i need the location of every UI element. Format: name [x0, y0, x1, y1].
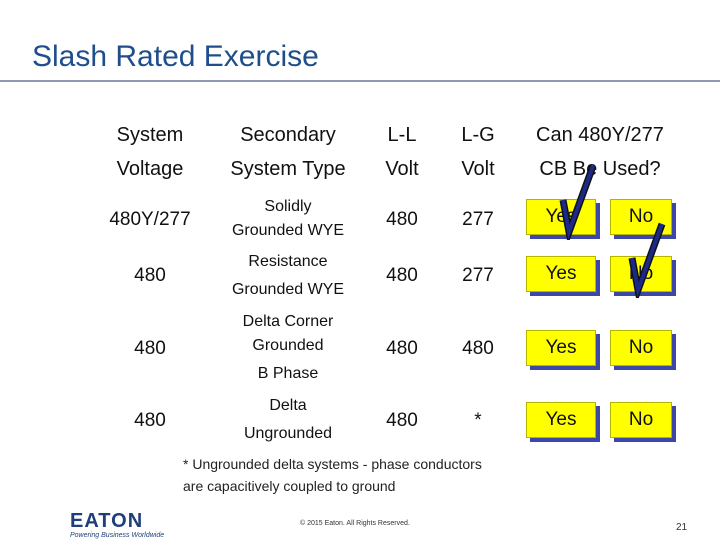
row1-ll: 480 — [386, 209, 418, 230]
checkmark-icon — [628, 222, 666, 298]
header-cb-used: CB Be Used? — [539, 158, 661, 180]
row3-yes-box[interactable]: Yes — [526, 330, 596, 366]
header-ll-volt: Volt — [385, 158, 419, 180]
page-number: 21 — [676, 522, 688, 533]
row3-type-line1: Delta Corner — [242, 313, 334, 330]
logo-tagline: Powering Business Worldwide — [70, 532, 165, 539]
row1-voltage: 480Y/277 — [109, 209, 191, 230]
row3-type-line3: B Phase — [257, 365, 319, 382]
row4-ll: 480 — [386, 410, 418, 431]
row2-type-line2: Grounded WYE — [231, 281, 345, 298]
header-system: System — [116, 124, 184, 146]
header-lg-volt: Volt — [461, 158, 495, 180]
row2-yes-box[interactable]: Yes — [526, 256, 596, 292]
row3-type-line2: Grounded — [252, 337, 324, 354]
checkmark-icon — [559, 164, 597, 240]
header-lg: L-G — [461, 124, 495, 146]
row1-no-box[interactable]: No — [610, 199, 672, 235]
footnote-line2: are capacitively coupled to ground — [183, 478, 396, 494]
row4-no-box[interactable]: No — [610, 402, 672, 438]
row4-yes-box[interactable]: Yes — [526, 402, 596, 438]
row2-lg: 277 — [462, 265, 494, 286]
header-cb: Can 480Y/277 — [536, 124, 664, 146]
row1-yes-box[interactable]: Yes — [526, 199, 596, 235]
row1-lg: 277 — [462, 209, 494, 230]
header-system-type: System Type — [230, 158, 346, 180]
row3-ll: 480 — [386, 338, 418, 359]
row1-type-line1: Solidly — [264, 198, 312, 215]
row3-no-box[interactable]: No — [610, 330, 672, 366]
eaton-logo: EATON Powering Business Worldwide — [70, 510, 164, 539]
row3-lg: 480 — [462, 338, 494, 359]
logo-wordmark: EATON — [70, 510, 144, 532]
footnote-line1: * Ungrounded delta systems - phase condu… — [183, 456, 482, 472]
page-title: Slash Rated Exercise — [32, 40, 319, 73]
title-divider — [0, 80, 720, 82]
row4-lg: * — [474, 410, 482, 431]
row4-type-line2: Ungrounded — [243, 425, 333, 442]
header-voltage: Voltage — [116, 158, 184, 180]
row3-voltage: 480 — [134, 338, 166, 359]
row4-voltage: 480 — [134, 410, 166, 431]
row2-ll: 480 — [386, 265, 418, 286]
header-secondary: Secondary — [240, 124, 336, 146]
row1-type-line2: Grounded WYE — [231, 222, 345, 239]
copyright-notice: © 2015 Eaton. All Rights Reserved. — [300, 520, 410, 527]
row4-type-line1: Delta — [269, 397, 307, 414]
row2-type-line1: Resistance — [248, 253, 328, 270]
row2-voltage: 480 — [134, 265, 166, 286]
header-ll: L-L — [387, 124, 417, 146]
